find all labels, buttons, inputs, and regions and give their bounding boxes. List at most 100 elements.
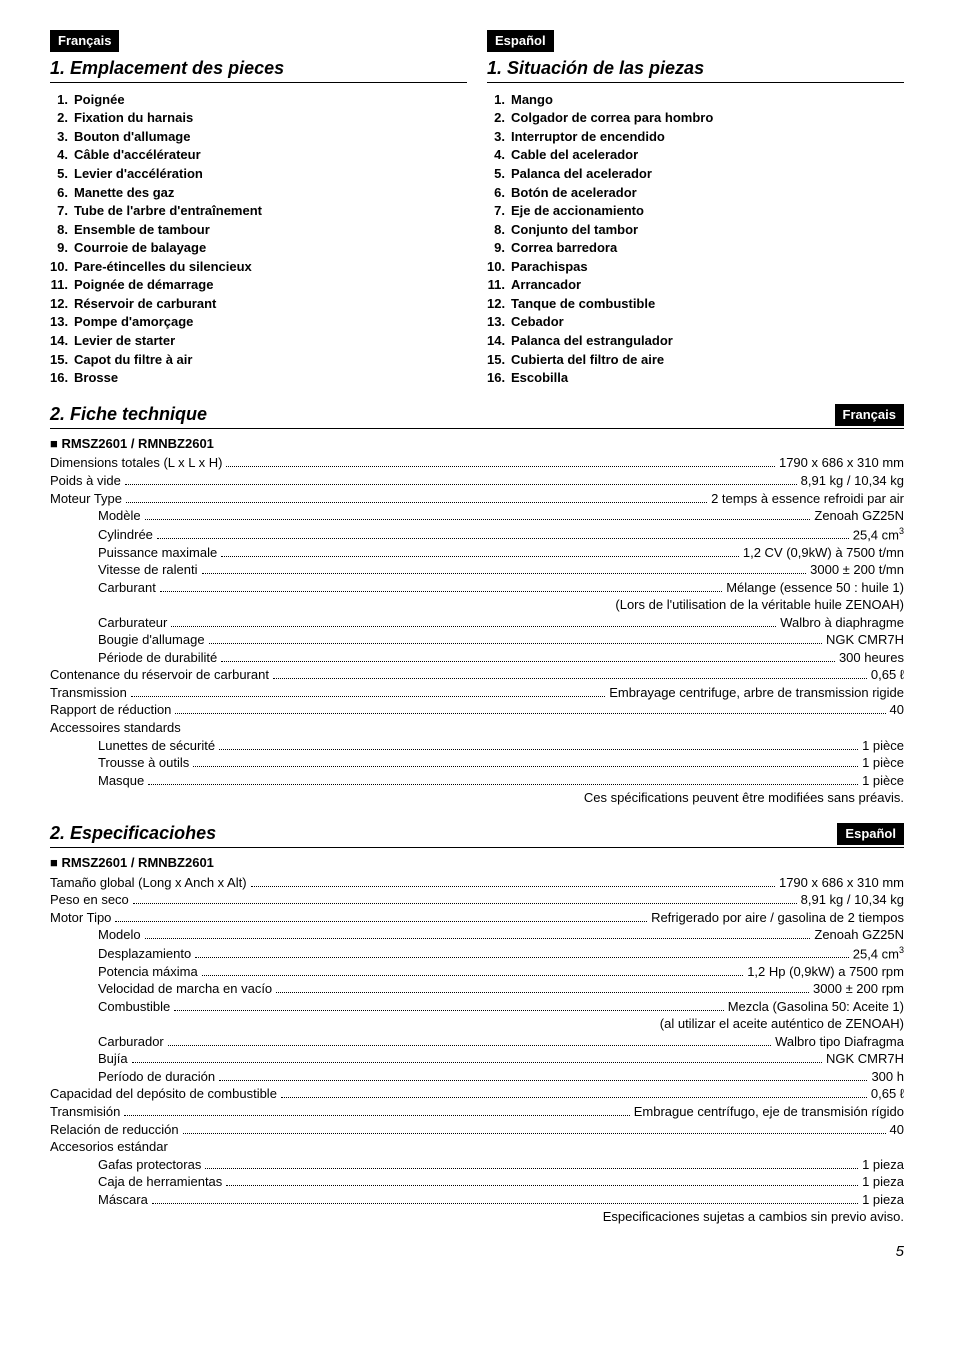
section2-header-es: 2. Especificaciohes Español — [50, 821, 904, 848]
spec-label: Puissance maximale — [98, 544, 217, 562]
parts-list-item: 16.Brosse — [50, 369, 467, 387]
parts-item-label: Capot du filtre à air — [74, 351, 192, 369]
spec-line: Dimensions totales (L x L x H)1790 x 686… — [50, 454, 904, 472]
spec-line: CarburateurWalbro à diaphragme — [50, 614, 904, 632]
parts-location-columns: Français 1. Emplacement des pieces 1.Poi… — [50, 30, 904, 388]
parts-item-label: Ensemble de tambour — [74, 221, 210, 239]
spec-label: Motor Tipo — [50, 909, 111, 927]
spec-label: Dimensions totales (L x L x H) — [50, 454, 222, 472]
parts-item-number: 3. — [487, 128, 511, 146]
spec-label: Velocidad de marcha en vacío — [98, 980, 272, 998]
spec-value: 1 pieza — [862, 1191, 904, 1209]
spec-label: Carburant — [98, 579, 156, 597]
spec-leader-dots — [168, 1045, 771, 1046]
spec-value: 25,4 cm3 — [853, 944, 904, 963]
spec-leader-dots — [131, 696, 605, 697]
parts-item-label: Colgador de correa para hombro — [511, 109, 713, 127]
spec-value: 1,2 CV (0,9kW) à 7500 t/mn — [743, 544, 904, 562]
parts-item-number: 10. — [50, 258, 74, 276]
spec-value: 40 — [890, 701, 904, 719]
spec-line: Lunettes de sécurité1 pièce — [50, 737, 904, 755]
spec-line: Rapport de réduction40 — [50, 701, 904, 719]
spec-leader-dots — [205, 1168, 858, 1169]
spec-value: Walbro à diaphragme — [780, 614, 904, 632]
parts-item-number: 2. — [487, 109, 511, 127]
parts-item-number: 9. — [50, 239, 74, 257]
parts-item-label: Mango — [511, 91, 553, 109]
spec-label: Bujía — [98, 1050, 128, 1068]
spec-leader-dots — [148, 784, 858, 785]
parts-list-item: 4.Cable del acelerador — [487, 146, 904, 164]
parts-item-label: Conjunto del tambor — [511, 221, 638, 239]
spec-leader-dots — [126, 502, 707, 503]
parts-list-item: 1.Mango — [487, 91, 904, 109]
parts-item-number: 8. — [487, 221, 511, 239]
parts-item-number: 9. — [487, 239, 511, 257]
spec-leader-dots — [221, 556, 739, 557]
parts-item-label: Levier de starter — [74, 332, 175, 350]
lang-badge-fr-2: Français — [835, 404, 904, 426]
spec-label: Capacidad del depósito de combustible — [50, 1085, 277, 1103]
spec-label: Contenance du réservoir de carburant — [50, 666, 269, 684]
spec-line: TransmisiónEmbrague centrífugo, eje de t… — [50, 1103, 904, 1121]
spec-line: Bougie d'allumageNGK CMR7H — [50, 631, 904, 649]
parts-list-item: 15.Capot du filtre à air — [50, 351, 467, 369]
spec-note: Ces spécifications peuvent être modifiée… — [50, 789, 904, 807]
spec-line: CombustibleMezcla (Gasolina 50: Aceite 1… — [50, 998, 904, 1016]
spec-leader-dots — [226, 466, 775, 467]
spec-value: Refrigerado por aire / gasolina de 2 tie… — [651, 909, 904, 927]
spec-leader-dots — [175, 713, 885, 714]
spec-line: Tamaño global (Long x Anch x Alt)1790 x … — [50, 874, 904, 892]
parts-item-label: Réservoir de carburant — [74, 295, 216, 313]
parts-item-label: Poignée — [74, 91, 125, 109]
parts-item-number: 7. — [487, 202, 511, 220]
spec-leader-dots — [209, 643, 822, 644]
spec-plain-line: Accesorios estándar — [50, 1138, 904, 1156]
spec-value: 1 pieza — [862, 1173, 904, 1191]
spec-label: Lunettes de sécurité — [98, 737, 215, 755]
spec-value: Embrayage centrifuge, arbre de transmiss… — [609, 684, 904, 702]
spec-leader-dots — [183, 1133, 886, 1134]
lang-badge-fr: Français — [50, 30, 119, 52]
spec-leader-dots — [195, 957, 849, 958]
spec-value: Zenoah GZ25N — [814, 926, 904, 944]
spec-plain-line: Accessoires standards — [50, 719, 904, 737]
column-french: Français 1. Emplacement des pieces 1.Poi… — [50, 30, 467, 388]
spec-value: NGK CMR7H — [826, 631, 904, 649]
parts-item-label: Levier d'accélération — [74, 165, 203, 183]
parts-list-item: 11.Poignée de démarrage — [50, 276, 467, 294]
model-heading-fr: RMSZ2601 / RMNBZ2601 — [50, 435, 904, 453]
parts-list-item: 9.Courroie de balayage — [50, 239, 467, 257]
parts-item-number: 7. — [50, 202, 74, 220]
parts-list-item: 14.Levier de starter — [50, 332, 467, 350]
spec-line: Puissance maximale 1,2 CV (0,9kW) à 7500 … — [50, 544, 904, 562]
parts-item-number: 11. — [50, 276, 74, 294]
spec-label: Caja de herramientas — [98, 1173, 222, 1191]
spec-value: 1790 x 686 x 310 mm — [779, 874, 904, 892]
spec-line: Motor Tipo Refrigerado por aire / gasolin… — [50, 909, 904, 927]
model-heading-es: RMSZ2601 / RMNBZ2601 — [50, 854, 904, 872]
spec-line: Potencia máxima1,2 Hp (0,9kW) a 7500 rpm — [50, 963, 904, 981]
spec-label: Carburador — [98, 1033, 164, 1051]
spec-leader-dots — [160, 591, 722, 592]
parts-list-item: 7.Eje de accionamiento — [487, 202, 904, 220]
parts-item-number: 16. — [487, 369, 511, 387]
parts-item-number: 12. — [487, 295, 511, 313]
spec-line: Masque1 pièce — [50, 772, 904, 790]
parts-item-label: Arrancador — [511, 276, 581, 294]
spec-line: Peso en seco8,91 kg / 10,34 kg — [50, 891, 904, 909]
specs-block-fr: Dimensions totales (L x L x H)1790 x 686… — [50, 454, 904, 806]
spec-leader-dots — [251, 886, 775, 887]
spec-value: 1 pieza — [862, 1156, 904, 1174]
parts-item-label: Brosse — [74, 369, 118, 387]
parts-item-label: Poignée de démarrage — [74, 276, 213, 294]
spec-superscript: 3 — [899, 526, 904, 536]
parts-list-item: 6.Botón de acelerador — [487, 184, 904, 202]
page-number: 5 — [50, 1242, 904, 1262]
spec-label: Trousse à outils — [98, 754, 189, 772]
parts-item-label: Cebador — [511, 313, 564, 331]
parts-list-item: 13.Pompe d'amorçage — [50, 313, 467, 331]
parts-item-number: 6. — [487, 184, 511, 202]
parts-item-label: Cable del acelerador — [511, 146, 638, 164]
parts-item-label: Bouton d'allumage — [74, 128, 190, 146]
